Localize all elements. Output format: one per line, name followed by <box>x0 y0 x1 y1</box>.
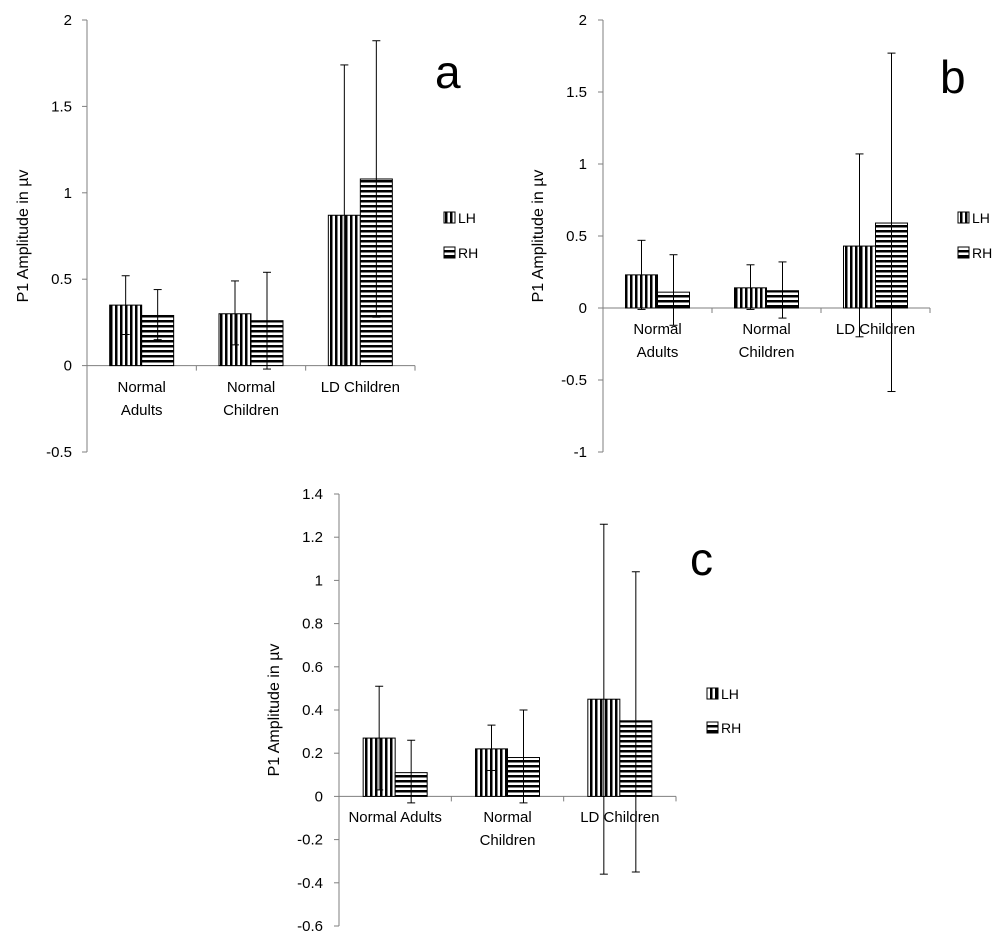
y-tick-label: 0.6 <box>302 659 323 676</box>
y-tick-label: 2 <box>579 12 587 29</box>
chart-panel-a: -0.5 0 0.5 1 1.5 2 Normal Adults Normal Children L… <box>15 12 478 461</box>
chart-panel-c: -0.6 -0.4 -0.2 0 0.2 0.4 0.6 0.8 1 1.2 1.4 Normal A… <box>266 486 741 935</box>
legend-label-rh: RH <box>972 245 992 261</box>
legend-label-lh: LH <box>721 686 739 702</box>
y-tick-label: 1.5 <box>51 98 72 115</box>
y-tick-label: -0.5 <box>561 372 587 389</box>
legend-label-lh: LH <box>458 210 476 226</box>
category-label: Normal Adults <box>633 321 681 361</box>
legend-swatch-rh <box>957 246 970 259</box>
y-tick-label: 0 <box>315 788 323 805</box>
category-label: LD Children <box>321 379 400 396</box>
y-tick-label: 1 <box>579 156 587 173</box>
y-tick-label: 1 <box>64 185 72 202</box>
y-tick-label: -0.4 <box>297 875 323 892</box>
y-tick-label: -0.6 <box>297 918 323 935</box>
category-label: Normal Adults <box>348 809 441 826</box>
category-label: LD Children <box>580 809 659 826</box>
y-tick-label: 2 <box>64 12 72 29</box>
legend-swatch-rh <box>706 721 719 734</box>
y-tick-label: -0.2 <box>297 832 323 849</box>
y-tick-label: -1 <box>574 444 587 461</box>
y-tick-label: 1.2 <box>302 529 323 546</box>
category-label: Normal Children <box>480 809 536 849</box>
legend-label-lh: LH <box>972 210 990 226</box>
legend-swatch-lh <box>706 687 719 700</box>
y-tick-label: 0.2 <box>302 745 323 762</box>
y-axis-label: P1 Amplitude in µv <box>266 644 283 777</box>
y-tick-label: 1.5 <box>566 84 587 101</box>
category-label: Normal Children <box>739 321 795 361</box>
y-tick-label: 0.5 <box>51 271 72 288</box>
panel-letter: b <box>940 51 966 103</box>
y-tick-label: 0 <box>64 358 72 375</box>
legend-swatch-lh <box>957 211 970 224</box>
legend-swatch-rh <box>443 246 456 259</box>
y-tick-label: 1.4 <box>302 486 323 503</box>
y-tick-label: 0 <box>579 300 587 317</box>
y-tick-label: 0.4 <box>302 702 323 719</box>
panel-letter: c <box>690 533 713 585</box>
y-tick-label: 0.5 <box>566 228 587 245</box>
y-axis-label: P1 Amplitude in µv <box>15 170 32 303</box>
y-axis-label: P1 Amplitude in µv <box>530 170 547 303</box>
category-label: Normal Children <box>223 379 279 419</box>
category-label: LD Children <box>836 321 915 338</box>
chart-panel-b: -1 -0.5 0 0.5 1 1.5 2 Normal Adults Normal Childre… <box>530 12 992 461</box>
legend-swatch-lh <box>443 211 456 224</box>
category-label: Normal Adults <box>117 379 165 419</box>
y-tick-label: 1 <box>315 572 323 589</box>
legend-label-rh: RH <box>721 720 741 736</box>
legend-label-rh: RH <box>458 245 478 261</box>
y-tick-label: 0.8 <box>302 616 323 633</box>
panel-letter: a <box>435 46 461 98</box>
y-tick-label: -0.5 <box>46 444 72 461</box>
